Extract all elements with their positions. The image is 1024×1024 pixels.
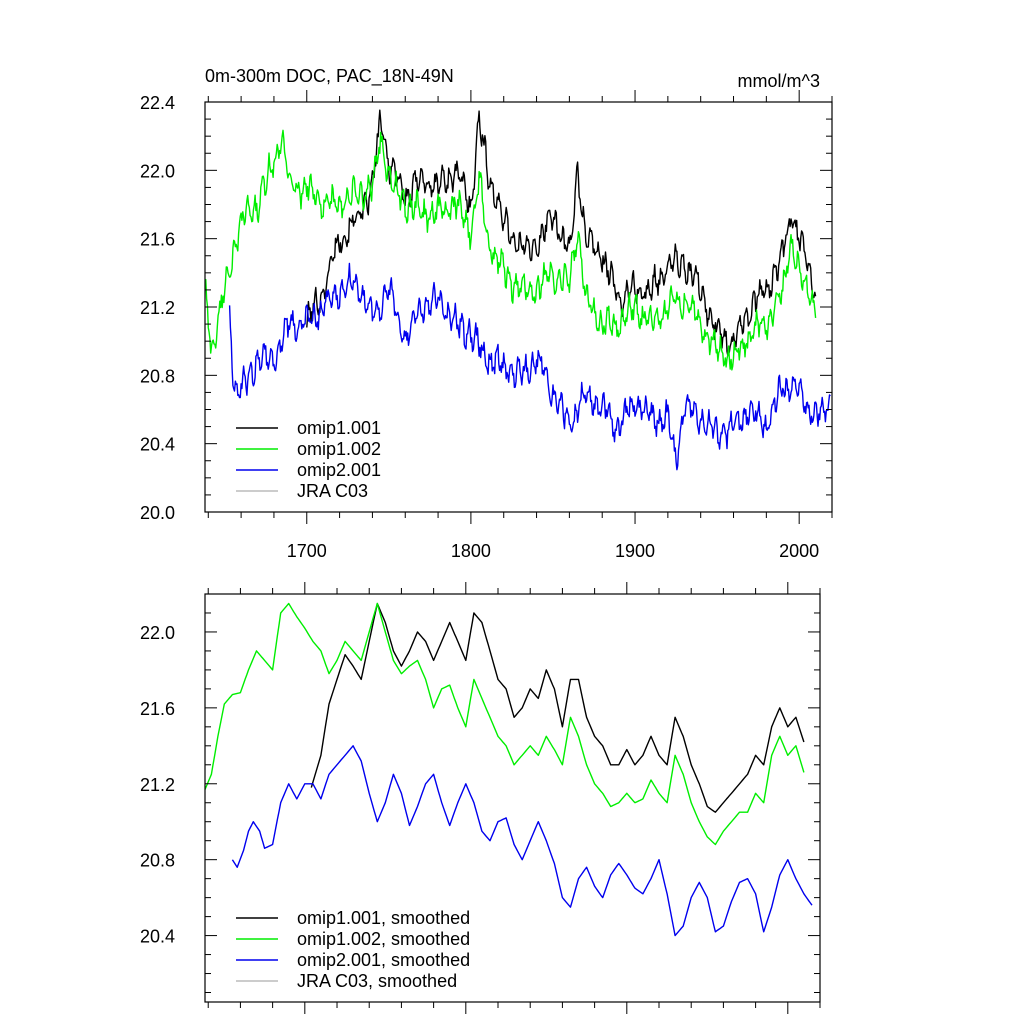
legend-label: omip2.001 bbox=[297, 460, 381, 480]
legend-label: omip1.002, smoothed bbox=[297, 929, 470, 949]
series-line-omip1-002 bbox=[204, 129, 817, 371]
x-tick-label: 1700 bbox=[287, 541, 327, 561]
chart-title: 0m-300m DOC, PAC_18N-49N bbox=[205, 66, 454, 87]
y-tick-label: 20.8 bbox=[140, 851, 175, 871]
smoothed-series-group bbox=[204, 602, 813, 937]
y-tick-label: 20.4 bbox=[140, 927, 175, 947]
raw-axes: 1700 1800 1900 2000 20.0 20.4 20.8 21.2 21.6 22.0… bbox=[140, 90, 833, 561]
legend-label: omip2.001, smoothed bbox=[297, 950, 470, 970]
y-tick-label: 22.0 bbox=[140, 161, 175, 181]
smoothed-axes: 20.4 20.8 21.2 21.6 22.0 bbox=[140, 582, 821, 1014]
legend-label: omip1.001, smoothed bbox=[297, 908, 470, 928]
y-tick-label: 22.0 bbox=[140, 623, 175, 643]
y-tick-label: 21.2 bbox=[140, 298, 175, 318]
y-tick-label: 21.6 bbox=[140, 699, 175, 719]
legend-label: omip1.002 bbox=[297, 439, 381, 459]
raw-series-group bbox=[204, 109, 831, 471]
series-line-omip1-001 bbox=[310, 602, 805, 813]
y-tick-label: 21.6 bbox=[140, 230, 175, 250]
smoothed-panel: 20.4 20.8 21.2 21.6 22.0 omip1.001, smoothed… bbox=[140, 582, 821, 1014]
y-tick-label: 20.8 bbox=[140, 366, 175, 386]
x-tick-label: 1900 bbox=[615, 541, 655, 561]
units-label: mmol/m^3 bbox=[738, 71, 820, 91]
plot-frame bbox=[204, 593, 821, 1003]
series-line-omip1-002 bbox=[204, 602, 805, 846]
y-tick-label: 20.0 bbox=[140, 503, 175, 523]
legend-label: omip1.001 bbox=[297, 418, 381, 438]
y-tick-label: 22.4 bbox=[140, 93, 175, 113]
series-line-omip2-001 bbox=[231, 745, 813, 937]
y-tick-label: 20.4 bbox=[140, 435, 175, 455]
x-tick-label: 1800 bbox=[451, 541, 491, 561]
series-line-omip1-001 bbox=[306, 109, 817, 356]
legend-label: JRA C03, smoothed bbox=[297, 971, 457, 991]
x-tick-label: 2000 bbox=[779, 541, 819, 561]
y-tick-label: 21.2 bbox=[140, 775, 175, 795]
raw-panel: 0m-300m DOC, PAC_18N-49N mmol/m^3 1700 18… bbox=[140, 66, 833, 561]
legend-label: JRA C03 bbox=[297, 481, 368, 501]
series-line-omip2-001 bbox=[228, 262, 831, 471]
